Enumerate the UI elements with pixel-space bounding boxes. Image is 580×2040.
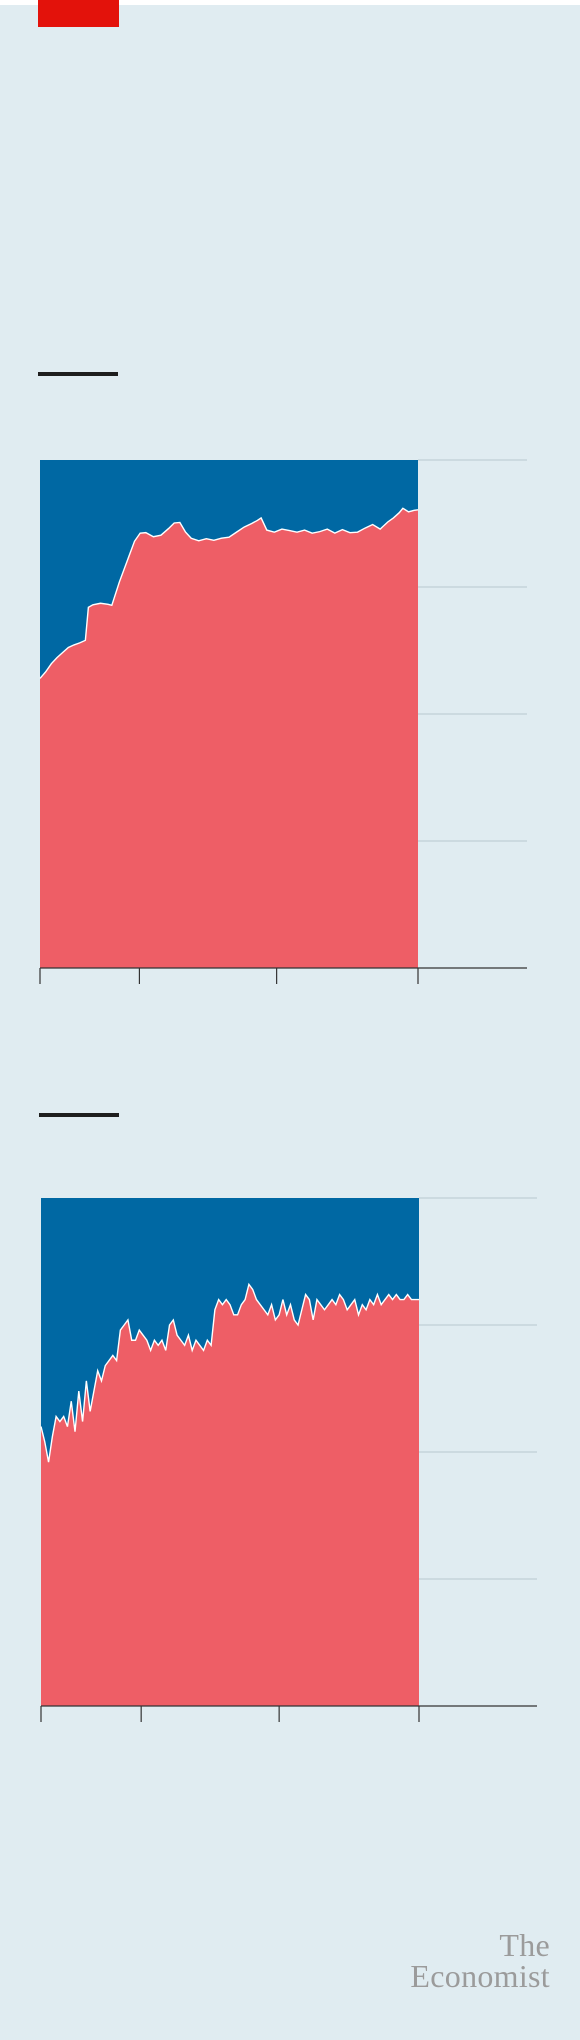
brand-line-1: The	[499, 1927, 550, 1963]
series-boundary-line	[40, 1282, 419, 1463]
section-rule-2	[39, 1113, 119, 1117]
series-boundary-line	[39, 507, 419, 679]
series-lower-area	[41, 1284, 419, 1706]
chart-2	[40, 1197, 537, 1722]
top-strip	[0, 0, 580, 5]
chart-1	[39, 459, 527, 984]
series-lower-area	[40, 508, 418, 968]
brand-red-tag	[38, 0, 119, 27]
section-rule-1	[38, 372, 118, 376]
economist-logo: The Economist	[380, 1927, 550, 1994]
brand-line-2: Economist	[410, 1958, 550, 1994]
